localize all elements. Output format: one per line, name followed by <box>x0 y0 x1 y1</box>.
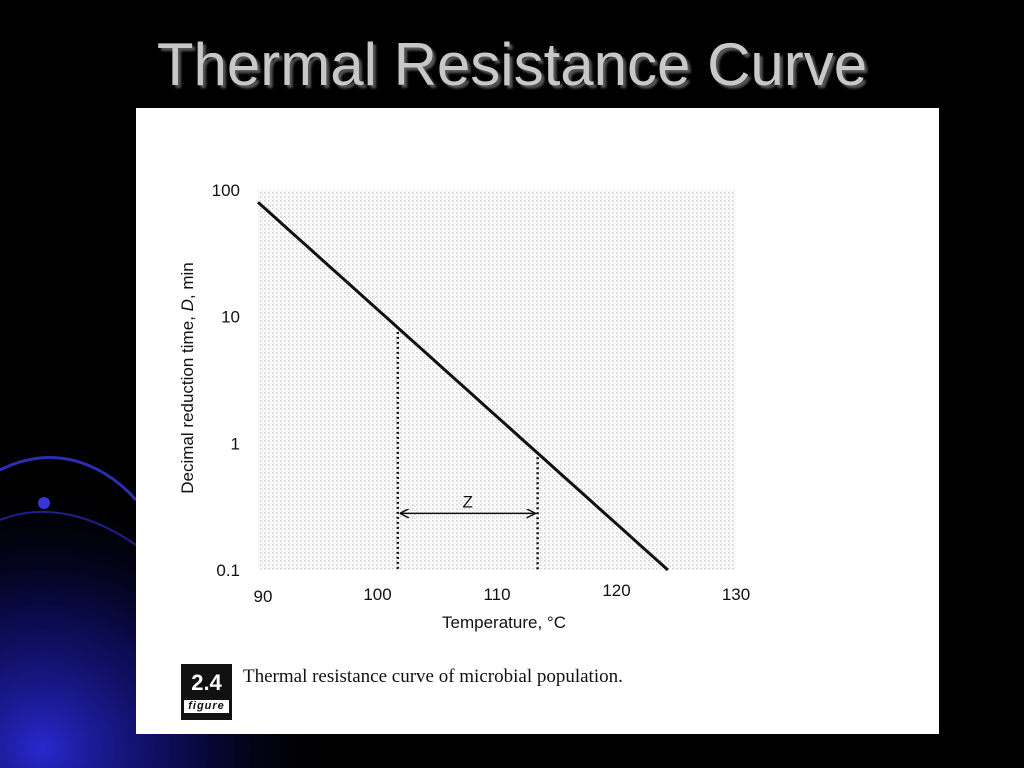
z-label: Z <box>463 492 473 511</box>
x-tick-label: 110 <box>483 585 510 604</box>
y-tick-label: 1 <box>231 434 240 453</box>
figure-caption: Thermal resistance curve of microbial po… <box>243 666 623 687</box>
figure-word: figure <box>184 700 229 713</box>
thermal-resistance-chart: 100 10 1 0.1 90 100 110 120 130 Z Decimal reduc… <box>178 181 750 632</box>
y-axis-label-variable: D <box>178 299 197 311</box>
y-axis-label-part3: , min <box>178 262 197 299</box>
x-tick-label: 120 <box>602 581 630 600</box>
y-tick-label: 10 <box>221 308 240 327</box>
y-axis-label: Decimal reduction time, D, min <box>178 262 197 493</box>
figure-panel: 100 10 1 0.1 90 100 110 120 130 Z Decimal reduc… <box>136 108 939 734</box>
x-tick-label: 100 <box>363 585 391 604</box>
y-axis-label-part1: Decimal reduction time, <box>178 311 197 493</box>
x-tick-label: 130 <box>722 585 750 604</box>
figure-number: 2.4 <box>191 670 222 695</box>
series-line <box>256 201 669 572</box>
slide-title: Thermal Resistance Curve <box>156 31 868 98</box>
y-tick-label: 100 <box>212 181 240 200</box>
plot-area <box>258 190 736 570</box>
x-axis-label: Temperature, °C <box>442 613 566 632</box>
y-tick-label: 0.1 <box>216 561 240 580</box>
figure-badge: 2.4 figure <box>181 664 232 720</box>
x-tick-label: 90 <box>254 587 273 606</box>
